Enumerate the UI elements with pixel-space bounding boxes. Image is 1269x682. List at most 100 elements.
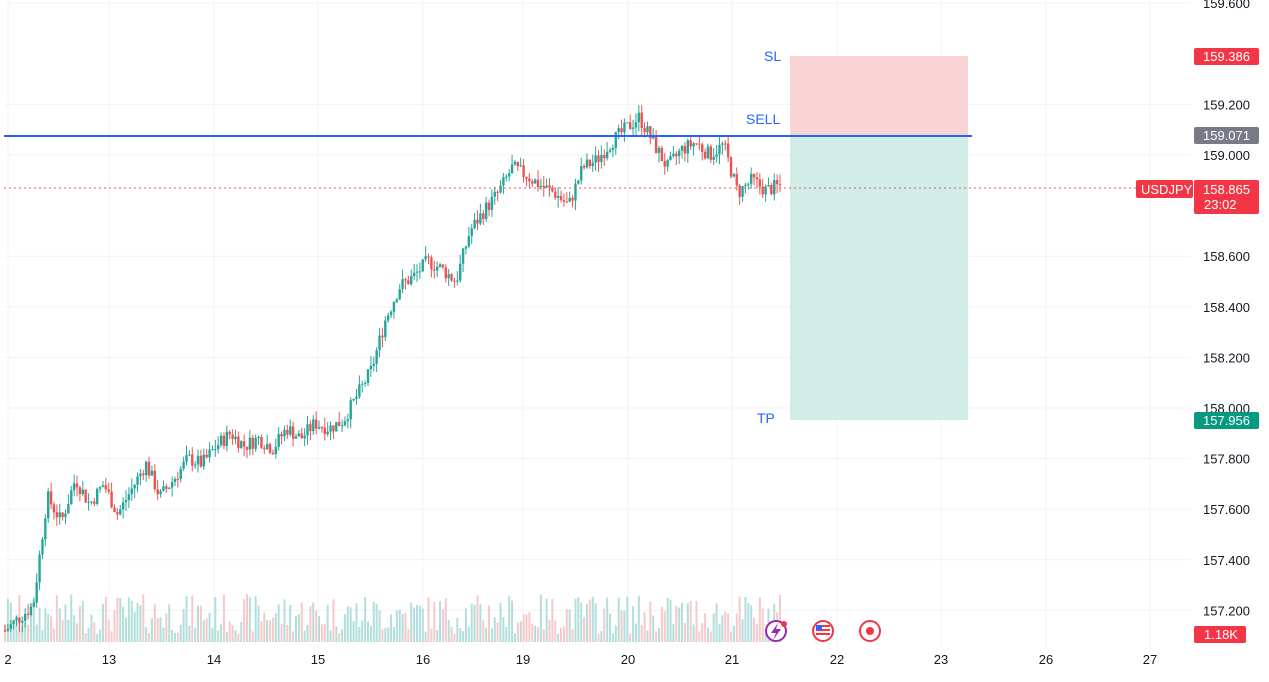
candle-body — [372, 363, 375, 366]
volume-bar — [464, 608, 467, 642]
volume-bar — [55, 595, 58, 642]
candle-body — [577, 180, 580, 184]
candle-body — [52, 504, 56, 513]
volume-bar — [632, 606, 635, 642]
volume-bar — [721, 615, 724, 642]
candle-body — [107, 489, 110, 492]
volume-bar — [551, 599, 554, 642]
candle-body — [588, 159, 592, 167]
volume-bar — [747, 603, 750, 642]
candle-body — [522, 165, 525, 177]
candle-body — [778, 184, 782, 186]
candle-body — [479, 213, 482, 224]
volume-bar — [681, 602, 684, 642]
candle-body — [582, 166, 586, 168]
volume-bar — [580, 602, 583, 642]
volume-bar — [326, 605, 329, 642]
volume-bar — [620, 610, 623, 642]
volume-bar — [352, 620, 355, 642]
candle-body — [314, 419, 318, 429]
candle-body — [499, 185, 502, 193]
candle-body — [257, 436, 260, 438]
candle-body — [303, 435, 306, 439]
candle-body — [87, 501, 90, 503]
candle-body — [191, 454, 194, 466]
x-axis[interactable]: 2 13 14 15 16 19 20 21 22 23 26 27 — [4, 652, 1157, 667]
volume-bar — [99, 629, 102, 642]
volume-bar — [156, 618, 159, 642]
candle-body — [551, 187, 554, 192]
volume-bar — [611, 633, 614, 642]
candle-body — [3, 630, 7, 632]
volume-bar — [173, 632, 176, 642]
volume-bar — [701, 622, 704, 642]
candle-body — [29, 606, 33, 615]
volume-bar — [191, 595, 194, 642]
volume-bar — [378, 610, 381, 642]
stop-loss-zone[interactable] — [790, 56, 968, 136]
candle-body — [623, 122, 626, 133]
candle-body — [237, 436, 240, 448]
volume-bar — [626, 596, 629, 642]
volume-bar — [292, 631, 295, 642]
volume-bar — [343, 614, 346, 642]
candle-body — [274, 446, 278, 455]
candle-body — [309, 424, 312, 432]
volume-bar — [309, 606, 312, 642]
candle-body — [591, 162, 594, 167]
volume-bar — [27, 624, 30, 642]
volume-bar — [712, 613, 715, 642]
volume-bar — [260, 620, 263, 642]
candle-body — [202, 454, 205, 467]
candle-body — [139, 473, 142, 477]
volume-bar — [738, 596, 741, 642]
volume-bar — [531, 623, 534, 642]
us-flag-icon[interactable] — [812, 620, 834, 642]
candle-body — [482, 213, 485, 220]
volume-bar — [764, 633, 767, 642]
volume-bar — [4, 624, 6, 642]
volume-bar — [81, 600, 84, 642]
x-tick-label: 14 — [207, 652, 221, 667]
candle-body — [709, 146, 713, 160]
y-axis[interactable]: 159.600 159.200 159.000 158.600 158.400 158.2… — [1203, 0, 1250, 618]
volume-bar — [113, 609, 116, 642]
volume-bar — [741, 619, 744, 642]
candle-body — [738, 185, 741, 197]
volume-bar — [263, 612, 266, 642]
record-icon[interactable] — [859, 620, 881, 642]
volume-bar — [320, 624, 323, 642]
volume-bar — [583, 616, 586, 642]
volume-bar — [436, 630, 439, 642]
take-profit-zone[interactable] — [790, 136, 968, 420]
volume-bar — [730, 631, 733, 642]
candle-body — [58, 512, 61, 518]
volume-bar — [243, 599, 246, 642]
candle-body — [605, 151, 609, 159]
candle-body — [726, 143, 730, 158]
volume-bar — [511, 600, 514, 642]
lightning-icon[interactable] — [765, 620, 787, 642]
candle-body — [643, 127, 646, 133]
position-zones[interactable] — [790, 56, 968, 420]
volume-bar — [361, 620, 364, 642]
volume-bar — [346, 606, 349, 642]
volume-bar — [430, 628, 433, 642]
volume-bar — [568, 609, 571, 642]
candle-body — [675, 153, 678, 157]
candle-body — [159, 490, 162, 495]
candle-body — [395, 299, 399, 303]
candle-body — [375, 350, 378, 364]
candle-body — [294, 436, 298, 439]
volume-bar — [404, 612, 407, 642]
candle-body — [441, 264, 445, 268]
volume-bar — [202, 620, 205, 642]
candle-body — [340, 425, 344, 427]
volume-bar — [70, 594, 73, 642]
volume-bar — [277, 604, 280, 642]
candle-body — [44, 518, 47, 540]
candle-body — [695, 143, 698, 145]
volume-bar — [715, 603, 718, 642]
candle-body — [617, 128, 620, 133]
